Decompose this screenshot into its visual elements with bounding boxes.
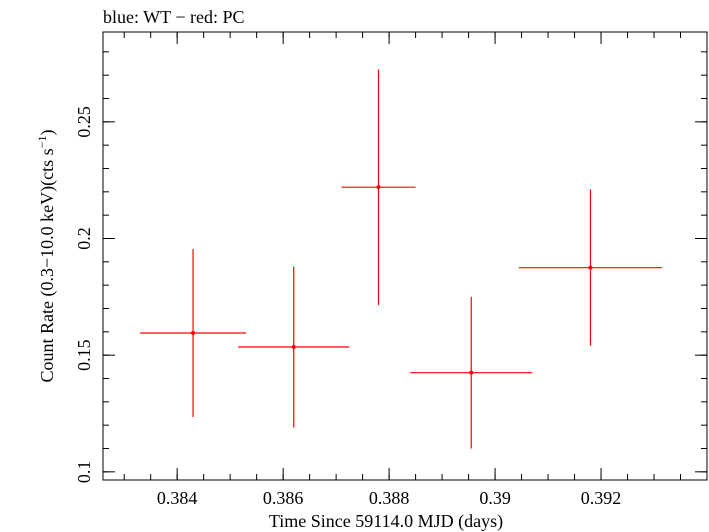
- y-axis-label-exponent: −1: [35, 136, 49, 149]
- x-tick-label: 0.39: [479, 488, 511, 508]
- x-tick-label: 0.388: [369, 488, 410, 508]
- y-axis-label: Count Rate (0.3−10.0 keV)(cts s−1): [35, 130, 58, 383]
- data-point: [238, 266, 350, 428]
- y-tick-label: 0.1: [74, 461, 94, 484]
- x-tick-label: 0.384: [157, 488, 198, 508]
- point-marker: [588, 265, 593, 270]
- y-tick-label: 0.25: [74, 106, 94, 138]
- axis-ticks: [103, 32, 708, 480]
- x-axis-label: Time Since 59114.0 MJD (days): [269, 511, 503, 532]
- data-point: [341, 69, 416, 305]
- y-tick-label: 0.2: [74, 227, 94, 250]
- data-points: [140, 69, 662, 449]
- point-marker: [291, 345, 296, 349]
- chart-title: blue: WT − red: PC: [103, 7, 244, 27]
- x-tick-label: 0.392: [581, 488, 622, 508]
- data-point: [518, 189, 662, 346]
- data-point: [140, 249, 247, 417]
- point-marker: [469, 370, 474, 375]
- data-point: [410, 296, 533, 449]
- point-marker: [191, 331, 196, 335]
- x-tick-label: 0.386: [263, 488, 304, 508]
- y-tick-labels: 0.1 0.15 0.2 0.25: [74, 106, 94, 483]
- point-marker: [376, 185, 381, 190]
- plot-frame: [102, 31, 708, 481]
- y-tick-label: 0.15: [74, 339, 94, 371]
- y-axis-label-close: ): [37, 130, 58, 136]
- x-tick-labels: 0.384 0.386 0.388 0.39 0.392: [157, 488, 621, 508]
- y-axis-label-main: Count Rate (0.3−10.0 keV)(cts s: [37, 148, 58, 382]
